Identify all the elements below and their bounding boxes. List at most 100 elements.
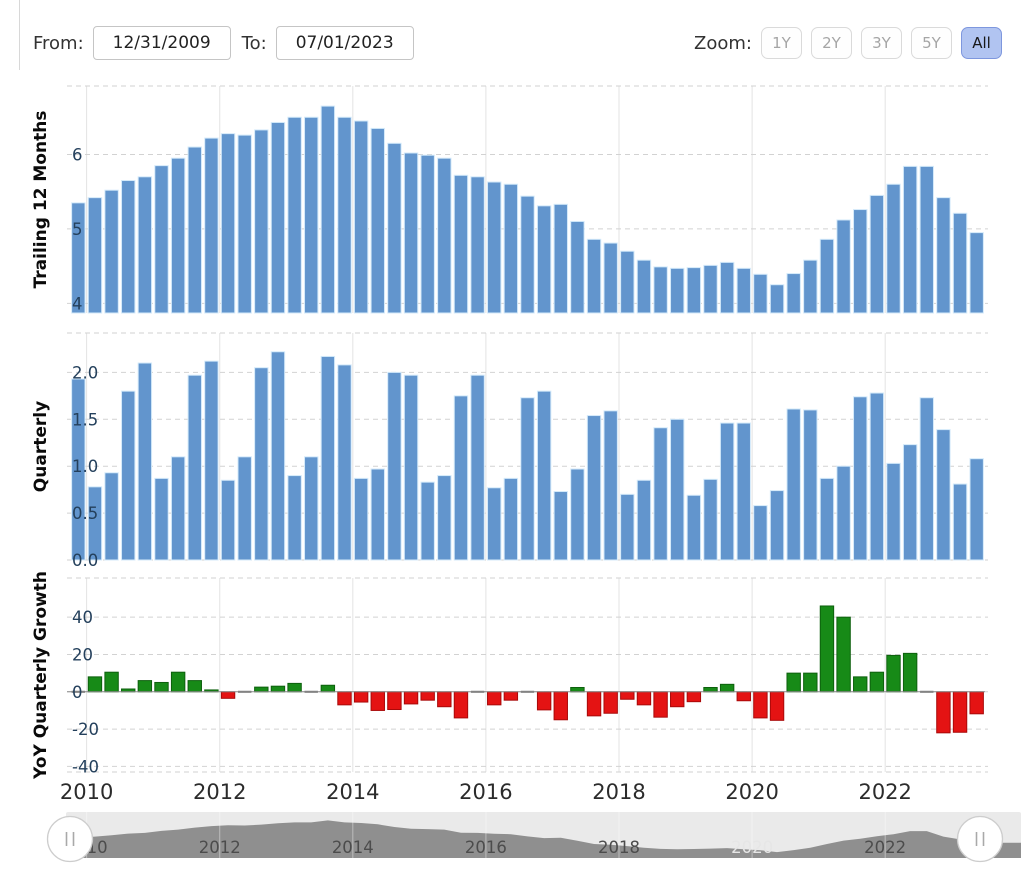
bar <box>304 456 319 561</box>
bar <box>254 686 269 693</box>
bar <box>769 490 785 561</box>
to-date-input[interactable] <box>275 26 414 60</box>
bar <box>254 129 269 314</box>
navigator-area <box>66 820 1021 858</box>
bar <box>121 180 136 314</box>
navigator-handle-right-circle[interactable] <box>956 815 1004 863</box>
bar <box>570 468 585 561</box>
zoom-label: Zoom: <box>694 32 752 54</box>
y-axis-title-trailing-12-months: Trailing 12 Months <box>31 111 51 289</box>
bar <box>836 465 851 561</box>
zoom-button-1y[interactable]: 1Y <box>761 27 802 59</box>
bar <box>403 152 419 314</box>
bar <box>736 267 751 314</box>
y-tick-label: 1.0 <box>72 457 98 476</box>
bar <box>403 374 419 561</box>
navigator-handle-left[interactable] <box>46 815 94 863</box>
bar <box>952 483 968 561</box>
bar <box>819 477 835 561</box>
y-tick-label: 0.0 <box>72 551 98 570</box>
toolbar: From: To: Zoom: 1Y 2Y 3Y 5Y All <box>0 26 1027 60</box>
bar <box>104 472 119 561</box>
bar <box>786 408 801 561</box>
bar <box>387 691 402 711</box>
bar <box>753 691 768 719</box>
bar <box>653 691 668 718</box>
x-tick-label: 2018 <box>592 780 645 804</box>
bar <box>786 672 801 693</box>
bar <box>969 691 984 715</box>
bar <box>420 481 435 561</box>
zoom-button-all[interactable]: All <box>961 27 1002 59</box>
zoom-button-2y[interactable]: 2Y <box>811 27 852 59</box>
navigator-handle-right[interactable] <box>956 815 1004 863</box>
bar <box>287 682 302 693</box>
bar <box>520 397 535 561</box>
x-tick-label: 2010 <box>60 780 113 804</box>
bar <box>836 616 851 693</box>
bar <box>803 259 818 314</box>
from-date-input[interactable] <box>92 26 231 60</box>
bar <box>753 273 768 314</box>
bar <box>487 181 502 314</box>
bar <box>603 691 618 714</box>
bar <box>270 121 286 314</box>
y-tick-label: 40 <box>72 608 93 627</box>
bar <box>686 267 702 314</box>
bar <box>902 444 918 561</box>
bar <box>204 360 219 561</box>
bar <box>769 284 785 314</box>
bar <box>819 605 835 693</box>
bar <box>670 418 685 561</box>
bar <box>603 410 618 561</box>
bar <box>853 676 868 693</box>
bar <box>453 691 469 719</box>
x-axis-labels: 2010 2012 2014 2016 2018 2020 2022 <box>60 780 912 804</box>
bar <box>853 209 868 314</box>
y-tick-label: 5 <box>72 220 83 239</box>
bar <box>553 491 568 561</box>
bar <box>453 395 469 561</box>
bar <box>636 479 652 561</box>
bar <box>403 691 419 705</box>
y-tick-label: 0 <box>72 683 83 702</box>
zoom-button-3y[interactable]: 3Y <box>861 27 902 59</box>
bar <box>353 477 369 561</box>
y-tick-label: -40 <box>72 757 99 776</box>
bar <box>270 685 286 693</box>
bar <box>220 691 236 699</box>
bar <box>170 157 186 314</box>
bar <box>936 197 951 314</box>
bar <box>137 176 153 314</box>
bar <box>370 691 385 711</box>
bar <box>952 691 968 733</box>
y-tick-label: 6 <box>72 145 83 164</box>
zoom-button-5y[interactable]: 5Y <box>911 27 952 59</box>
bar <box>453 174 469 314</box>
bar <box>487 487 502 561</box>
bar <box>736 422 751 561</box>
bar <box>869 392 885 561</box>
bar <box>919 165 934 314</box>
bar <box>503 691 519 701</box>
navigator-year-label: 2014 <box>332 838 374 857</box>
bar <box>902 165 918 314</box>
bar <box>620 691 635 700</box>
y-tick-label: 1.5 <box>72 410 98 429</box>
bar <box>919 397 934 561</box>
bar <box>437 475 452 561</box>
bar <box>620 493 635 561</box>
bar <box>786 273 801 314</box>
bar <box>586 691 602 717</box>
bar <box>886 183 901 314</box>
bar <box>104 189 119 314</box>
to-label: To: <box>241 32 267 54</box>
navigator-year-label: 2016 <box>465 838 507 857</box>
bar <box>819 238 835 314</box>
y-axis-title-quarterly: Quarterly <box>31 401 51 492</box>
navigator-handle-left-circle[interactable] <box>46 815 94 863</box>
bar <box>87 197 103 314</box>
bar <box>686 691 702 703</box>
bar <box>719 422 735 561</box>
